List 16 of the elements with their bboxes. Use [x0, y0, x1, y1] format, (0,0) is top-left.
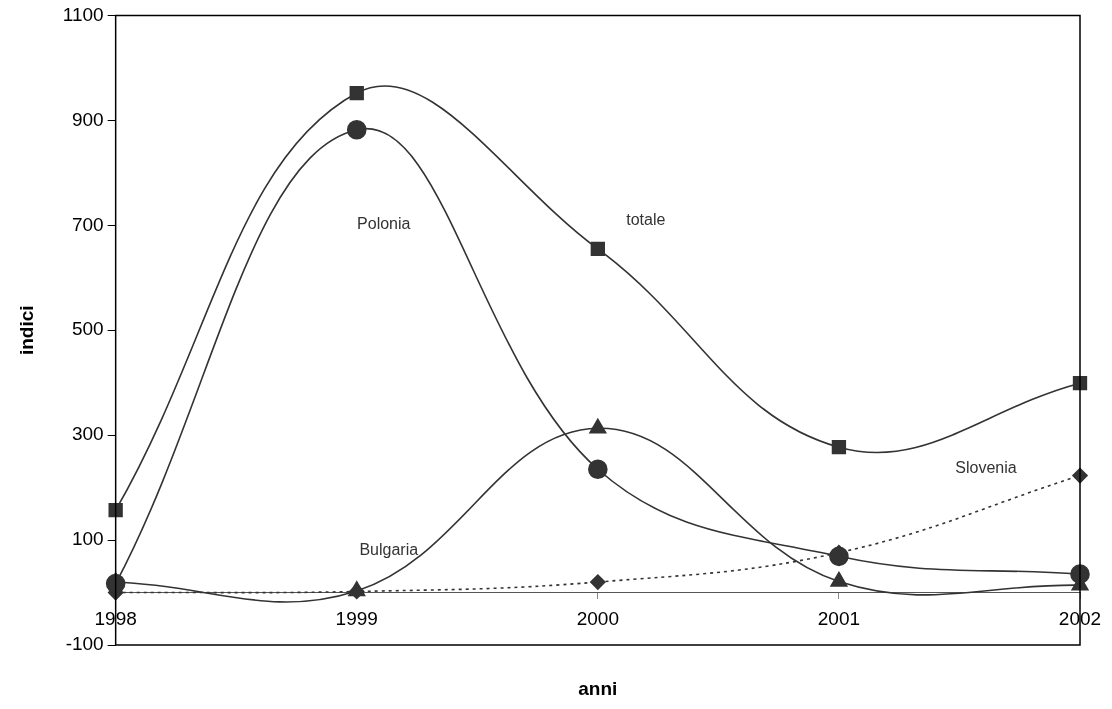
x-tick-label: 2000: [576, 608, 619, 630]
y-tick-label: 100: [71, 528, 104, 550]
y-tick-label: 1100: [62, 3, 104, 25]
text: Polonia: [357, 215, 411, 233]
series-label: totale: [626, 211, 666, 229]
y-tick-label: 500: [71, 318, 104, 340]
y-axis-title: indici: [15, 305, 37, 356]
series-label: Slovenia: [955, 458, 1017, 476]
x-axis-title: anni: [578, 678, 618, 700]
series-label: Bulgaria: [359, 541, 419, 559]
y-tick-label: -100: [65, 633, 104, 655]
y-tick-label: 900: [71, 108, 104, 130]
x-tick-label: 2001: [817, 608, 861, 630]
y-tick-label: 700: [71, 213, 104, 235]
y-tick-label: 300: [71, 423, 104, 445]
x-tick-label: 1999: [335, 608, 378, 630]
